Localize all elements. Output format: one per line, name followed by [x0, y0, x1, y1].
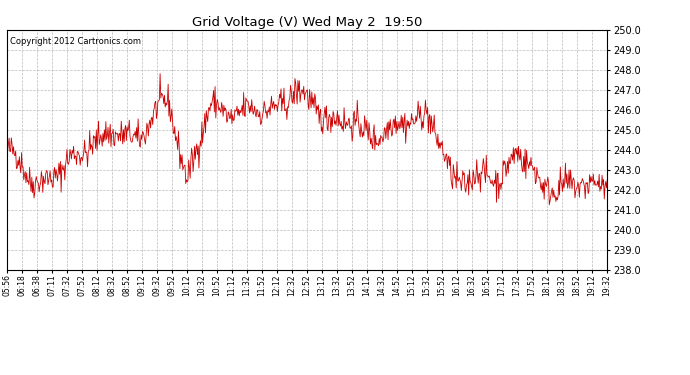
- Title: Grid Voltage (V) Wed May 2  19:50: Grid Voltage (V) Wed May 2 19:50: [192, 16, 422, 29]
- Text: Copyright 2012 Cartronics.com: Copyright 2012 Cartronics.com: [10, 37, 141, 46]
